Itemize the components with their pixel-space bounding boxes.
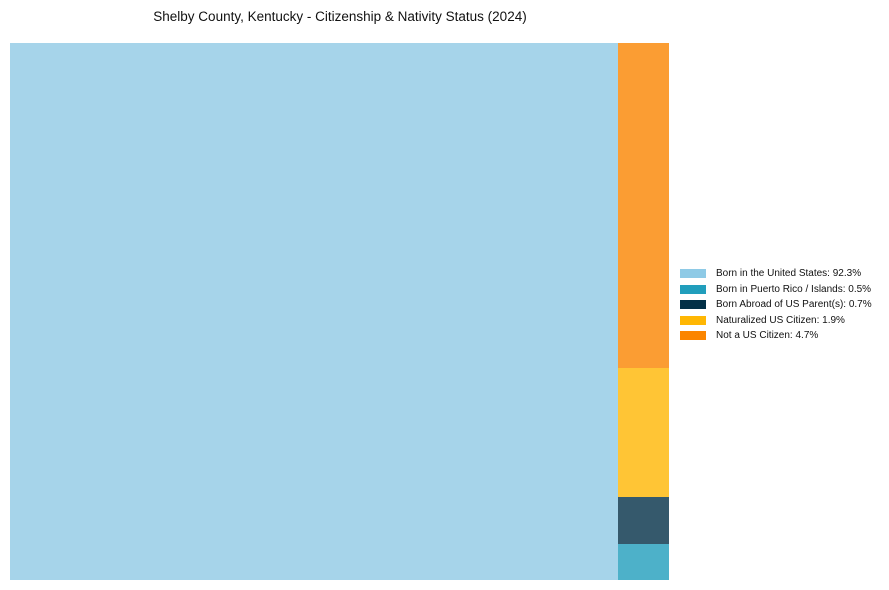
legend-swatch [680,269,706,279]
chart-title: Shelby County, Kentucky - Citizenship & … [153,9,527,24]
legend-swatch [680,331,706,341]
legend-swatch [680,315,706,325]
legend-label: Born Abroad of US Parent(s): 0.7% [716,299,872,311]
legend-item: Born Abroad of US Parent(s): 0.7% [680,297,872,313]
tile-born-in-us [10,43,618,580]
tile-born-puerto-rico-islands [618,544,669,580]
legend-item: Born in the United States: 92.3% [680,266,872,282]
legend-label: Naturalized US Citizen: 1.9% [716,314,845,326]
legend-swatch [680,300,706,310]
treemap [10,43,669,580]
tile-naturalized-us-citizen [618,368,669,497]
legend-item: Born in Puerto Rico / Islands: 0.5% [680,282,872,298]
legend-swatch [680,284,706,294]
legend-label: Born in the United States: 92.3% [716,268,862,280]
legend-label: Born in Puerto Rico / Islands: 0.5% [716,283,872,295]
legend-item: Naturalized US Citizen: 1.9% [680,313,872,329]
tile-born-abroad-us-parents [618,497,669,544]
legend-item: Not a US Citizen: 4.7% [680,328,872,344]
legend-label: Not a US Citizen: 4.7% [716,330,819,342]
legend: Born in the United States: 92.3% Born in… [680,266,872,344]
tile-not-us-citizen [618,43,669,368]
